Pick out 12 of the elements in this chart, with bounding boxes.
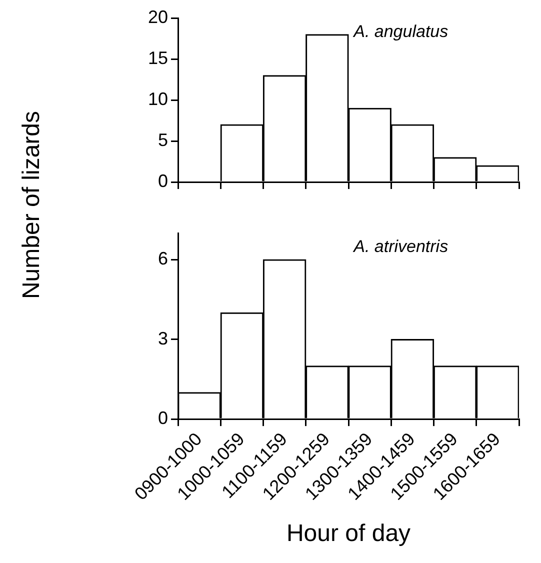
y-tick-label: 5 <box>158 130 168 150</box>
y-tick-label: 0 <box>158 170 168 191</box>
y-tick-label: 15 <box>148 48 168 68</box>
y-axis-title: Number of lizards <box>18 110 46 300</box>
chart-title: A. atriventris <box>352 237 449 256</box>
y-tick-label: 6 <box>158 248 168 269</box>
y-tick-label: 10 <box>148 88 168 109</box>
chart-title: A. angulatus <box>352 22 449 42</box>
y-tick-label: 0 <box>158 408 168 428</box>
y-tick-label: 3 <box>158 328 168 348</box>
y-tick-label: 20 <box>148 6 168 27</box>
x-axis-title: Hour of day <box>286 520 411 548</box>
